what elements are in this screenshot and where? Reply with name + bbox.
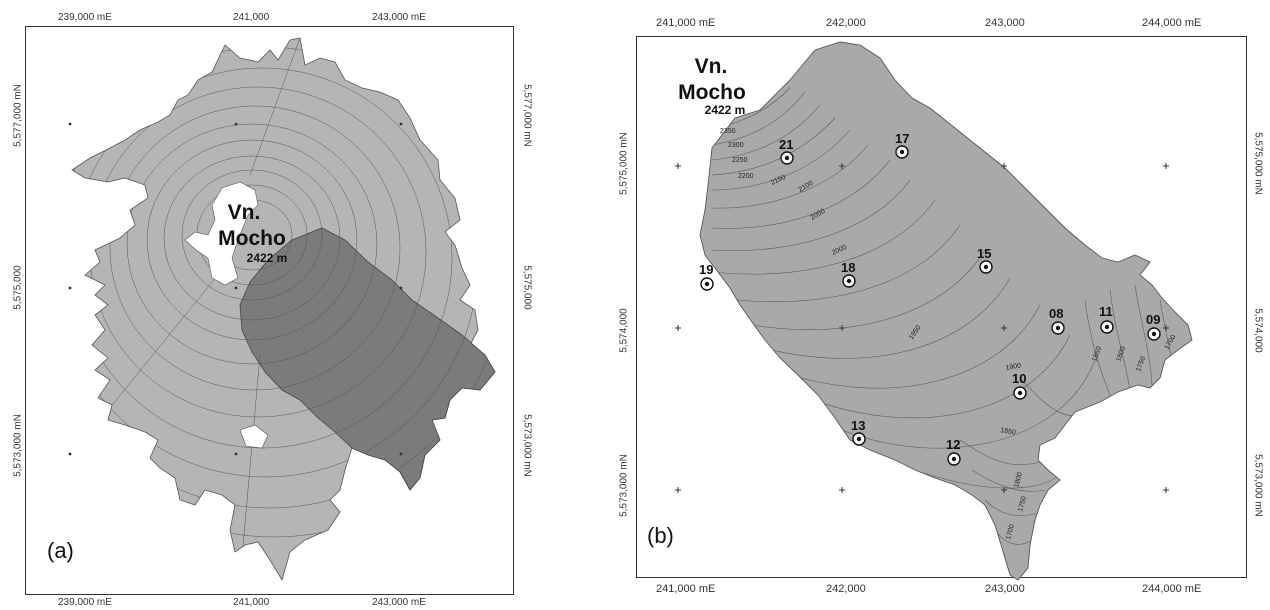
map-a-bottom-tick: 241,000 [233,597,270,608]
map-b-bottom-tick: 244,000 mE [1142,583,1202,595]
contour-label: 1750 [1135,356,1147,373]
contour-label: 1900 [1005,362,1022,372]
contour-label: 2350 [720,128,736,135]
contour-label: 2300 [728,142,744,149]
station-label: 09 [1146,312,1160,327]
map-b-right-tick: 5,574,000 [1252,308,1264,353]
map-b-contour-labels: 2350 2300 2250 2200 2150 2100 2050 2000 … [720,128,1178,541]
station-marker[interactable] [780,151,794,165]
map-a-catchment-dark [239,227,496,491]
station-label: 08 [1049,306,1063,321]
station-marker[interactable] [842,274,856,288]
map-a-summit-ice [184,181,259,286]
map-b-frame [636,36,1247,578]
station-marker[interactable] [895,145,909,159]
map-b-catchment [699,41,1193,581]
map-b-grid-marks [675,163,1169,493]
map-a-volcano-name-line2: Mocho [218,227,286,250]
station-label: 12 [946,437,960,452]
station-marker[interactable] [979,260,993,274]
station-label: 17 [895,131,909,146]
map-a-volcano-elevation: 2422 m [247,251,288,265]
station-label: 13 [851,418,865,433]
contour-label: 1800 [1013,472,1024,489]
map-b-bottom-tick: 241,000 mE [656,583,716,595]
map-b-right-tick: 5,573,000 mN [1252,454,1264,517]
contour-label: 2000 [831,244,848,257]
map-a-bottom-tick: 243,000 mE [372,597,426,608]
map-panel-a: 239,000 mE 241,000 243,000 mE 239,000 mE… [0,0,560,610]
map-b-left-tick: 5,573,000 mN [618,454,630,517]
station-marker[interactable] [1100,320,1114,334]
station-label: 18 [841,260,855,275]
station-label: 15 [977,246,991,261]
map-b-right-tick: 5,575,000 mN [1252,132,1264,195]
station-label: 10 [1012,371,1026,386]
station-marker[interactable] [1051,321,1065,335]
station-marker[interactable] [700,277,714,291]
contour-label: 2050 [810,208,827,222]
map-b-volcano-name-line2: Mocho [678,81,746,104]
map-a-top-tick: 243,000 mE [372,12,426,23]
station-marker[interactable] [1147,327,1161,341]
map-b-top-tick: 244,000 mE [1142,17,1202,29]
map-a-top-tick: 241,000 [233,12,270,23]
contour-label: 2150 [770,174,787,187]
station-marker[interactable] [1013,386,1027,400]
map-b-volcano-name-line1: Vn. [695,55,728,78]
station-marker[interactable] [852,432,866,446]
map-b-stations: 21 17 19 18 15 08 11 09 10 13 12 [699,131,1161,466]
map-b-top-tick: 241,000 mE [656,17,716,29]
map-b-top-tick: 242,000 [826,17,866,29]
contour-label: 2100 [798,180,815,194]
map-a-grid-marks [68,122,403,456]
contour-label: 2250 [732,157,748,164]
contour-label: 1700 [1005,524,1016,541]
map-a-ice-patch [239,424,269,449]
station-marker[interactable] [947,452,961,466]
map-b-contours [711,87,1173,545]
map-a-canvas: Vn. Mocho 2422 m [68,37,496,581]
contour-label: 1750 [1017,496,1028,513]
map-a-panel-label: (a) [47,538,74,563]
map-a-top-tick: 239,000 mE [58,12,112,23]
station-label: 19 [699,262,713,277]
map-a-volcano-name-line1: Vn. [228,201,261,224]
map-b-bottom-tick: 242,000 [826,583,866,595]
map-b-bottom-tick: 243,000 [985,583,1025,595]
map-b-top-tick: 243,000 [985,17,1025,29]
map-b-left-tick: 5,574,000 [618,308,630,353]
map-a-bottom-tick: 239,000 mE [58,597,112,608]
station-label: 21 [779,137,793,152]
map-b-panel-label: (b) [647,523,674,548]
contour-label: 1850 [1000,427,1017,437]
map-b-left-tick: 5,575,000 mN [618,132,630,195]
contour-label: 1700 [1164,334,1178,351]
contour-label: 1950 [908,324,923,341]
contour-label: 2200 [738,173,754,180]
contour-label: 1800 [1115,346,1127,363]
contour-label: 1850 [1091,346,1103,363]
map-b-volcano-elevation: 2422 m [705,103,746,117]
station-label: 11 [1099,304,1113,319]
